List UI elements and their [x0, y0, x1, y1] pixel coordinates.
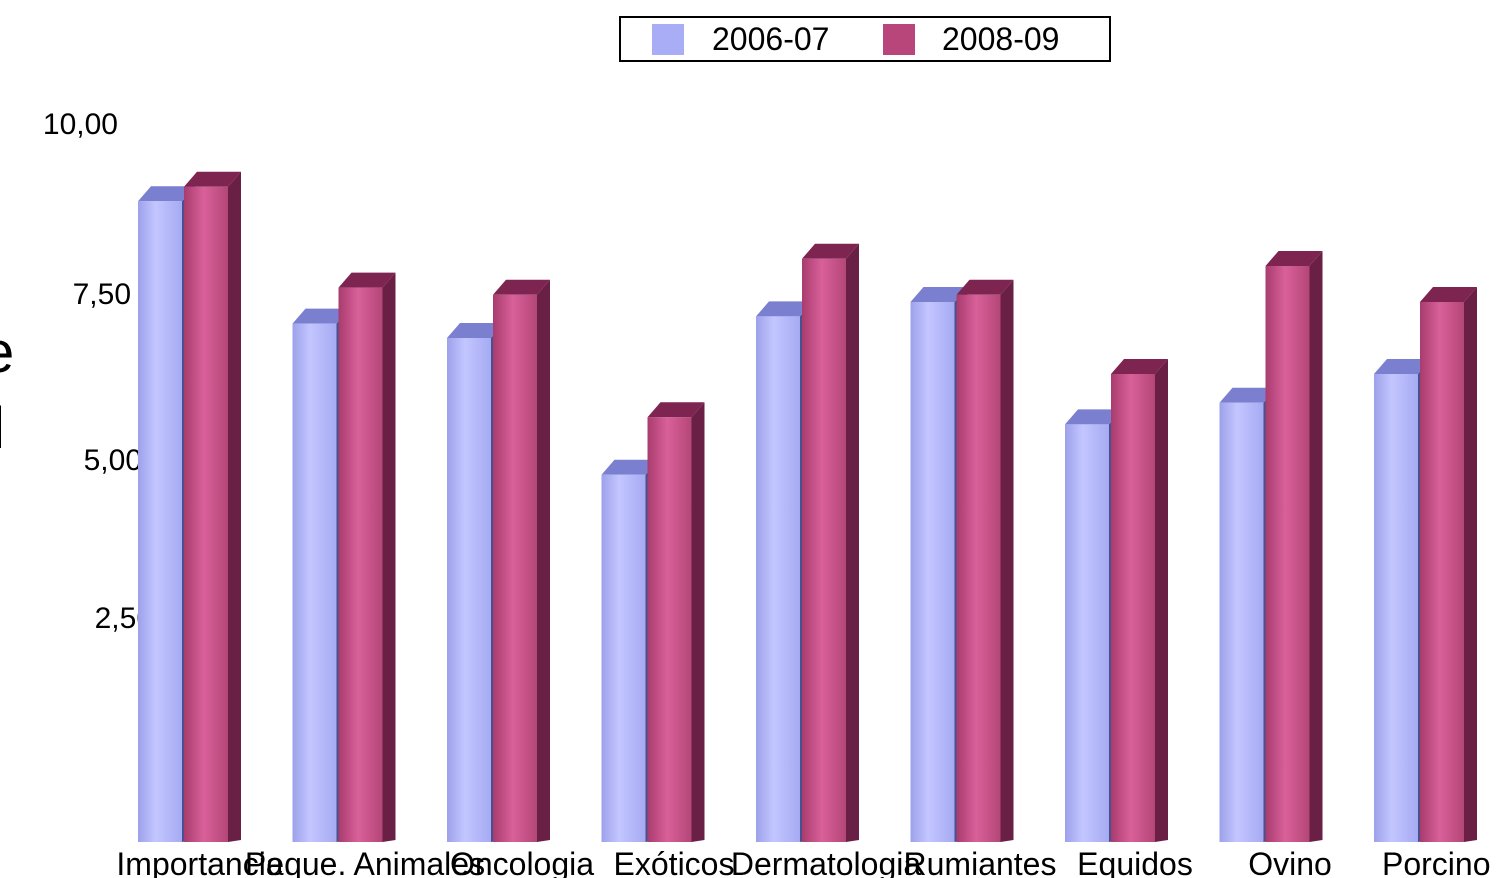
bar-side	[1309, 251, 1323, 842]
bars-group	[138, 171, 1477, 843]
bar-top	[647, 402, 705, 418]
x-tick-label: Importancia	[116, 846, 283, 878]
bar-side	[1000, 279, 1014, 842]
bar-top	[601, 459, 659, 475]
y-tick-label: 7,50	[73, 278, 131, 311]
bar-top	[184, 171, 241, 187]
bar-200809	[1111, 359, 1168, 842]
bar-side	[1155, 359, 1168, 842]
x-tick-label: Peque. Animales	[245, 846, 485, 878]
bar-top	[292, 308, 350, 324]
edge-fragment-1: e	[0, 320, 14, 385]
bar-200809	[184, 171, 241, 843]
legend-label-2006-07: 2006-07	[712, 21, 829, 57]
bar-front	[292, 323, 337, 843]
bar-side	[228, 171, 241, 843]
x-tick-label: Rumiantes	[904, 846, 1057, 878]
bar-front	[338, 287, 383, 843]
bar-front	[184, 186, 228, 843]
bar-front	[1265, 266, 1310, 842]
y-tick-label: 10,00	[43, 108, 118, 141]
bar-front	[493, 294, 537, 842]
edge-fragment-2: l	[0, 396, 5, 461]
bar-200809	[1420, 287, 1477, 842]
x-tick-label: Equidos	[1077, 846, 1193, 878]
bar-top	[1111, 359, 1168, 374]
x-axis: Importancia Peque. Animales Oncologia Ex…	[116, 846, 1490, 878]
bar-top	[338, 272, 396, 288]
bar-200809	[647, 402, 705, 842]
bar-front	[138, 201, 182, 842]
legend-swatch-2008-09	[883, 24, 915, 55]
bar-top	[493, 279, 550, 295]
bar-top	[802, 243, 859, 259]
bar-top	[1265, 251, 1323, 266]
bar-top	[1219, 387, 1277, 403]
bar-200809	[493, 279, 550, 842]
bar-front	[956, 294, 1001, 842]
legend: 2006-07 2008-09	[619, 16, 1111, 62]
bar-top	[1374, 359, 1431, 374]
bar-front	[601, 474, 646, 842]
x-tick-label: Ovino	[1248, 846, 1332, 878]
bar-front	[647, 417, 692, 842]
bar-top	[1065, 409, 1122, 425]
legend-label-2008-09: 2008-09	[942, 21, 1059, 57]
bar-front	[447, 338, 491, 842]
legend-swatch-2006-07	[652, 24, 684, 55]
bar-front	[1065, 424, 1109, 842]
bar-200809	[802, 243, 859, 843]
bar-front	[756, 316, 800, 842]
bar-side	[537, 279, 550, 842]
bar-side	[382, 272, 396, 843]
bar-front	[1219, 402, 1264, 842]
bar-top	[1420, 287, 1477, 302]
y-tick-label: 5,00	[84, 444, 142, 477]
legend-box	[619, 16, 1111, 62]
x-tick-label: Oncologia	[450, 846, 594, 878]
bar-front	[802, 258, 846, 842]
bar-front	[1420, 302, 1464, 842]
bar-front	[1111, 374, 1155, 842]
bar-200809	[1265, 251, 1323, 842]
bar-front	[910, 302, 955, 842]
x-tick-label: Exóticos	[614, 846, 735, 878]
bar-top	[447, 323, 504, 338]
x-tick-label: Dermatologia	[731, 846, 922, 878]
bar-side	[691, 402, 705, 842]
bar-top	[956, 279, 1014, 295]
bar-front	[1374, 374, 1418, 842]
bar-200809	[956, 279, 1014, 842]
bar-side	[846, 243, 859, 843]
bar-top	[756, 301, 813, 317]
bar-200809	[338, 272, 396, 843]
x-tick-label: Porcino	[1382, 846, 1491, 878]
bar-top	[138, 186, 195, 202]
bar-side	[1464, 287, 1477, 842]
bar-top	[910, 287, 968, 302]
